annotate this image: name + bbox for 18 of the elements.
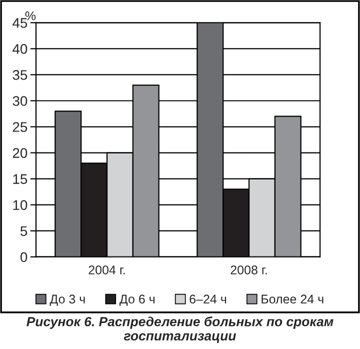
y-tick-label: 10 [13, 200, 28, 210]
y-tick-label: 35 [12, 70, 28, 80]
y-axis-title: % [25, 11, 36, 20]
y-tick-label: 20 [12, 148, 28, 158]
text: Рисунок 6. Распределение больных по срокам госпитализации [26, 316, 334, 344]
legend-label: До 3 ч [50, 294, 85, 306]
y-tick-label: 0 [20, 252, 28, 262]
y-tick-label: 45 [12, 18, 28, 28]
y-tick-label: 15 [13, 174, 28, 184]
y-tick-label: 30 [12, 96, 28, 106]
legend-label: Более 24 ч [262, 294, 324, 304]
legend-label: 6–24 ч [190, 294, 226, 304]
x-tick-label: 2004 г. [88, 266, 125, 274]
y-tick-label: 25 [12, 122, 28, 132]
legend-label: До 6 ч [119, 294, 154, 306]
y-tick-label: 40 [12, 44, 28, 54]
y-tick-label: 5 [20, 226, 28, 236]
x-tick-label: 2008 г. [230, 266, 267, 274]
